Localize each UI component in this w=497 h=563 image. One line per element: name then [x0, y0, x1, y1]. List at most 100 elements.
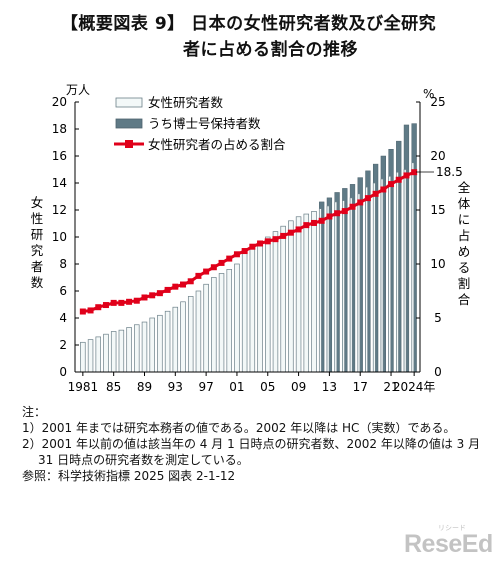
x-tick-label: 09: [291, 380, 306, 394]
women-researcher-bar: [134, 324, 140, 373]
share-point: [310, 219, 317, 226]
women-researcher-bar: [357, 193, 361, 373]
share-point: [395, 176, 402, 183]
share-point: [180, 281, 187, 288]
share-point: [118, 299, 125, 306]
left-tick-label: 12: [52, 203, 67, 217]
note-2: 2）2001 年以前の値は該当年の 4 月 1 日時点の研究者数、2002 年以…: [22, 437, 481, 467]
notes-heading: 注：: [22, 405, 47, 419]
right-tick-label: 5: [434, 311, 442, 325]
share-point: [280, 232, 287, 239]
women-researcher-bar: [365, 186, 369, 373]
share-point: [380, 186, 387, 193]
women-researcher-bar: [141, 321, 148, 373]
women-researcher-bar: [295, 216, 302, 373]
x-tick-label: 89: [137, 380, 152, 394]
share-point: [141, 294, 148, 301]
women-researcher-bar: [318, 208, 322, 373]
x-tick-label: 2024年: [393, 380, 436, 394]
right-tick-label: 25: [430, 95, 445, 109]
share-line: [82, 170, 415, 314]
women-researcher-bar: [203, 283, 209, 373]
logo-ruby: リシード: [438, 524, 466, 532]
left-tick-label: 6: [59, 284, 67, 298]
women-researcher-bar: [110, 331, 117, 373]
legend: 女性研究者数 うち博士号保持者数 女性研究者の占める割合: [114, 95, 286, 152]
left-tick-label: 18: [52, 122, 67, 136]
right-tick-label: 0: [434, 365, 442, 379]
notes: 注： 1）2001 年までは研究本務者の値である。2002 年以降は HC（実数…: [22, 404, 482, 484]
legend-label-women: 女性研究者数: [148, 95, 224, 110]
women-researcher-bar: [380, 178, 384, 373]
x-tick-label: 93: [168, 380, 183, 394]
women-researcher-bar: [334, 201, 338, 373]
latest-share-annotation: 18.5: [436, 165, 463, 179]
x-tick-label: 01: [229, 380, 244, 394]
chart-title-line2: 者に占める割合の推移: [183, 40, 358, 60]
left-tick-label: 2: [59, 338, 67, 352]
share-point: [388, 181, 395, 188]
women-researcher-bar: [195, 290, 202, 373]
right-tick-label: 20: [430, 149, 445, 163]
women-researcher-bar: [288, 220, 294, 373]
share-point: [187, 278, 194, 285]
left-axis-unit: 万人: [66, 83, 90, 97]
women-researcher-bar: [157, 314, 163, 373]
share-point: [364, 195, 371, 202]
share-point: [233, 251, 240, 258]
note-1: 1）2001 年までは研究本務者の値である。2002 年以降は HC（実数）であ…: [22, 421, 456, 435]
share-point: [172, 283, 179, 290]
x-tick-label: 97: [198, 380, 213, 394]
share-point: [203, 268, 210, 275]
share-point: [287, 229, 294, 236]
women-researcher-bar: [172, 306, 179, 373]
share-point: [257, 240, 264, 247]
legend-swatch-women: [115, 97, 143, 108]
share-point: [303, 222, 310, 229]
x-tick-label: 1981: [68, 380, 99, 394]
women-researcher-bar: [226, 269, 232, 373]
women-researcher-bar: [164, 310, 171, 373]
women-researcher-bar: [303, 213, 310, 373]
share-point: [226, 255, 233, 262]
x-tick-label: 05: [260, 380, 275, 394]
share-point: [241, 248, 248, 255]
women-researcher-bar: [126, 327, 132, 373]
women-researcher-bar: [87, 339, 94, 373]
share-point: [156, 290, 163, 297]
share-point: [149, 292, 156, 299]
share-point: [349, 203, 356, 210]
source-note: 参照：科学技術指標 2025 図表 2-1-12: [22, 469, 236, 483]
women-researcher-bar: [396, 171, 399, 373]
left-tick-label: 0: [59, 365, 67, 379]
share-point: [326, 213, 333, 220]
share-point: [411, 169, 418, 176]
share-point: [334, 210, 341, 217]
women-researcher-bar: [349, 197, 353, 373]
share-point: [357, 199, 364, 206]
women-researcher-bar: [311, 211, 317, 373]
women-researcher-bar: [403, 169, 407, 373]
women-researcher-bar: [241, 252, 248, 373]
legend-swatch-doctor: [115, 118, 143, 129]
x-tick-label: 85: [106, 380, 121, 394]
share-point: [126, 298, 133, 305]
left-axis-label: 女性研究者数: [31, 195, 44, 290]
share-point: [272, 236, 279, 243]
women-researcher-bar: [388, 175, 392, 373]
women-researcher-bar: [411, 162, 415, 373]
right-axis-label: 全体に占める割合: [458, 180, 471, 307]
women-researcher-bar: [80, 341, 86, 373]
share-point: [95, 304, 102, 311]
women-researcher-bar: [211, 277, 217, 373]
women-researcher-bar: [103, 333, 109, 373]
share-point: [133, 297, 140, 304]
share-point: [79, 308, 86, 315]
reseed-logo: ReseEd: [404, 530, 493, 558]
women-researcher-bar: [372, 182, 376, 373]
legend-label-share: 女性研究者の占める割合: [148, 137, 286, 152]
women-researcher-bar: [326, 205, 330, 373]
share-point: [164, 286, 171, 293]
legend-label-doctor: うち博士号保持者数: [148, 116, 261, 131]
